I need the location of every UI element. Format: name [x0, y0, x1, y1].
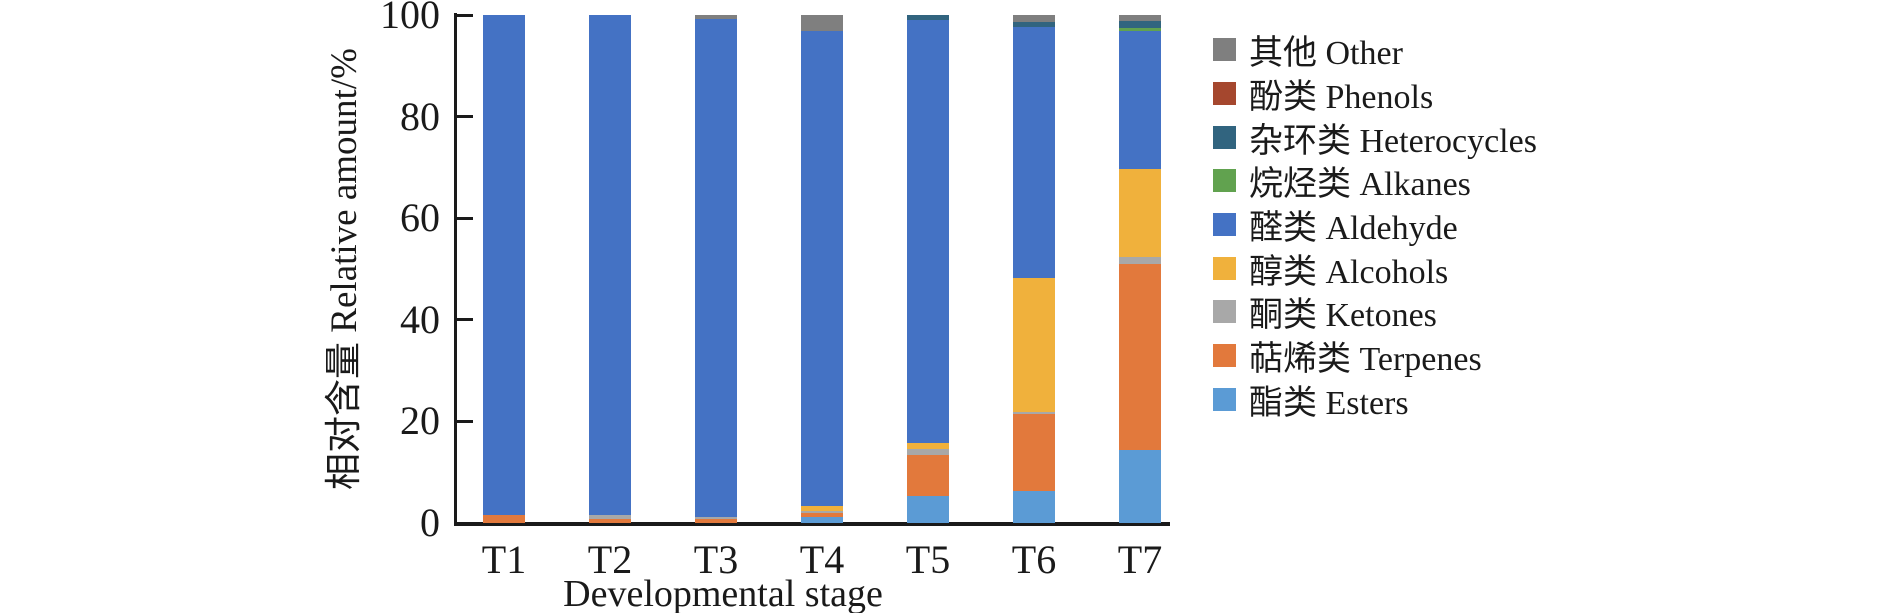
- y-axis-line: [454, 13, 457, 525]
- x-tick-label-T3: T3: [693, 537, 739, 582]
- legend-label: 醇类 Alcohols: [1249, 253, 1449, 291]
- legend-label: 烷烃类 Alkanes: [1249, 166, 1471, 204]
- bar-segment-T5-esters[interactable]: [907, 495, 949, 523]
- bar-segment-T4-other[interactable]: [801, 15, 843, 32]
- y-tick-label-100: 100: [380, 0, 440, 37]
- y-tick-mark-60: [457, 216, 473, 220]
- legend-label: 萜烯类 Terpenes: [1249, 341, 1482, 379]
- bar-segment-T7-alkanes[interactable]: [1119, 28, 1161, 32]
- legend-item-phenols: 酚类 Phenols: [1213, 72, 1537, 116]
- legend-item-alkanes: 烷烃类 Alkanes: [1213, 159, 1537, 203]
- stacked-bar-T7[interactable]: [1119, 15, 1161, 523]
- bar-segment-T4-terpenes[interactable]: [801, 512, 843, 518]
- stacked-bar-T6[interactable]: [1013, 15, 1055, 523]
- legend-label: 酮类 Ketones: [1249, 297, 1437, 335]
- bar-segment-T1-terpenes[interactable]: [483, 515, 525, 523]
- bar-segment-T4-aldehyde[interactable]: [801, 31, 843, 507]
- bar-segment-T4-esters[interactable]: [801, 517, 843, 523]
- bar-segment-T7-alcohols[interactable]: [1119, 169, 1161, 258]
- stacked-bar-T2[interactable]: [589, 15, 631, 523]
- y-tick-mark-80: [457, 115, 473, 119]
- y-tick-label-40: 40: [400, 296, 440, 342]
- legend-item-heterocycles: 杂环类 Heterocycles: [1213, 115, 1537, 160]
- x-tick-label-T7: T7: [1117, 537, 1163, 582]
- y-tick-label-20: 20: [400, 398, 440, 444]
- legend-label: 酚类 Phenols: [1249, 79, 1434, 117]
- stacked-bar-T5[interactable]: [907, 15, 949, 523]
- y-tick-mark-0: [457, 521, 473, 525]
- x-axis-title: Developmental stage: [563, 573, 883, 613]
- x-tick-label-T6: T6: [1011, 537, 1057, 582]
- bar-segment-T7-aldehyde[interactable]: [1119, 31, 1161, 170]
- legend-swatch-icon: [1213, 387, 1236, 411]
- legend-item-aldehyde: 醛类 Aldehyde: [1213, 203, 1537, 247]
- y-tick-label-0: 0: [420, 500, 440, 545]
- bar-segment-T3-other[interactable]: [695, 15, 737, 19]
- bar-segment-T6-aldehyde[interactable]: [1013, 27, 1055, 278]
- bar-segment-T7-other[interactable]: [1119, 15, 1161, 21]
- bar-segment-T7-esters[interactable]: [1119, 450, 1161, 523]
- bar-segment-T3-terpenes[interactable]: [695, 519, 737, 523]
- bar-segment-T1-aldehyde[interactable]: [483, 15, 525, 516]
- y-tick-mark-100: [457, 13, 473, 17]
- bar-segment-T7-terpenes[interactable]: [1119, 263, 1161, 451]
- stacked-bar-T4[interactable]: [801, 15, 843, 523]
- bar-segment-T6-terpenes[interactable]: [1013, 414, 1055, 491]
- x-tick-label-T2: T2: [587, 537, 633, 582]
- bar-segment-T2-aldehyde[interactable]: [589, 15, 631, 516]
- legend-swatch-icon: [1213, 344, 1236, 368]
- legend-item-ketones: 酮类 Ketones: [1213, 290, 1537, 334]
- legend-item-esters: 酯类 Esters: [1213, 378, 1537, 422]
- legend-label: 杂环类 Heterocycles: [1249, 122, 1537, 160]
- legend-label: 醛类 Aldehyde: [1249, 210, 1458, 248]
- legend-item-other: 其他 Other: [1213, 28, 1537, 72]
- legend: 其他 Other 酚类 Phenols 杂环类 Heterocycles 烷烃类 Al…: [1213, 28, 1537, 422]
- bar-segment-T2-ketones[interactable]: [589, 515, 631, 519]
- legend-swatch-icon: [1213, 82, 1236, 106]
- bar-segment-T6-alcohols[interactable]: [1013, 277, 1055, 412]
- bar-segment-T3-aldehyde[interactable]: [695, 18, 737, 517]
- bar-segment-T6-esters[interactable]: [1013, 490, 1055, 523]
- legend-item-terpenes: 萜烯类 Terpenes: [1213, 334, 1537, 378]
- bar-segment-T5-alcohols[interactable]: [907, 443, 949, 450]
- bar-segment-T3-ketones[interactable]: [695, 516, 737, 520]
- bar-segment-T4-ketones[interactable]: [801, 511, 843, 513]
- bar-segment-T7-ketones[interactable]: [1119, 257, 1161, 264]
- y-tick-mark-20: [457, 419, 473, 423]
- legend-item-alcohols: 醇类 Alcohols: [1213, 246, 1537, 291]
- y-tick-label-60: 60: [400, 195, 440, 241]
- bar-segment-T5-aldehyde[interactable]: [907, 20, 949, 444]
- legend-swatch-icon: [1213, 169, 1236, 193]
- stacked-bar-T1[interactable]: [483, 15, 525, 523]
- y-tick-mark-40: [457, 318, 473, 322]
- x-tick-label-T5: T5: [905, 537, 951, 582]
- legend-swatch-icon: [1213, 213, 1236, 237]
- bar-segment-T7-heterocycles[interactable]: [1119, 20, 1161, 29]
- legend-swatch-icon: [1213, 300, 1236, 324]
- legend-swatch-icon: [1213, 125, 1236, 149]
- bar-segment-T5-heterocycles[interactable]: [907, 15, 949, 21]
- x-tick-label-T1: T1: [481, 537, 527, 582]
- bar-segment-T4-alcohols[interactable]: [801, 506, 843, 512]
- y-tick-label-80: 80: [400, 93, 440, 139]
- legend-label: 其他 Other: [1249, 35, 1403, 73]
- x-tick-label-T4: T4: [799, 537, 845, 582]
- bar-segment-T6-heterocycles[interactable]: [1013, 22, 1055, 28]
- bar-segment-T2-terpenes[interactable]: [589, 518, 631, 523]
- legend-label: 酯类 Esters: [1249, 384, 1409, 422]
- bar-segment-T5-terpenes[interactable]: [907, 455, 949, 496]
- bar-segment-T5-ketones[interactable]: [907, 449, 949, 456]
- x-axis-line: [454, 522, 1170, 526]
- legend-swatch-icon: [1213, 256, 1236, 280]
- legend-swatch-icon: [1213, 38, 1236, 62]
- bar-segment-T6-ketones[interactable]: [1013, 411, 1055, 415]
- bar-segment-T6-other[interactable]: [1013, 15, 1055, 23]
- stacked-bar-T3[interactable]: [695, 15, 737, 523]
